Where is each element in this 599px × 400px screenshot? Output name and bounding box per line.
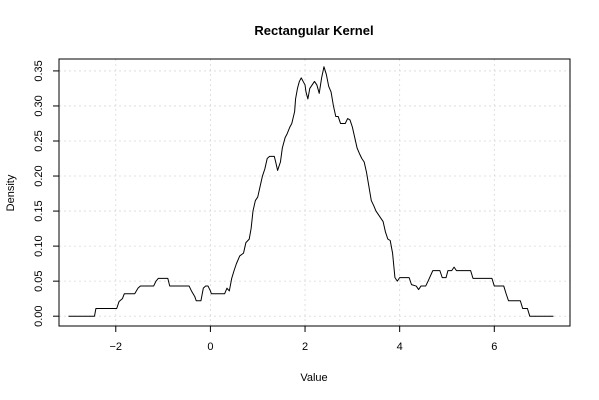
y-tick-label: 0.35 — [33, 60, 45, 81]
x-tick-label: −2 — [110, 341, 123, 353]
plot-frame — [58, 58, 571, 327]
x-axis-label: Value — [300, 372, 327, 384]
y-tick-label: 0.20 — [33, 165, 45, 186]
density-line — [68, 66, 554, 317]
y-tick-label: 0.15 — [33, 200, 45, 221]
y-tick-label: 0.25 — [33, 130, 45, 151]
chart-title: Rectangular Kernel — [254, 23, 373, 38]
y-tick-label: 0.10 — [33, 235, 45, 256]
y-axis-label: Density — [5, 174, 17, 211]
y-tick-label: 0.30 — [33, 95, 45, 116]
x-tick-label: 2 — [302, 341, 308, 353]
x-tick-label: 6 — [491, 341, 497, 353]
grid-layer — [59, 59, 570, 326]
x-axis: −2 0 2 4 6 — [110, 326, 497, 353]
x-tick-label: 4 — [397, 341, 403, 353]
y-axis: 0.00 0.05 0.10 0.15 0.20 0.25 0.30 0.35 — [33, 60, 59, 327]
x-tick-label: 0 — [207, 341, 213, 353]
y-tick-label: 0.00 — [33, 305, 45, 326]
series-layer — [68, 66, 554, 317]
y-tick-label: 0.05 — [33, 270, 45, 291]
